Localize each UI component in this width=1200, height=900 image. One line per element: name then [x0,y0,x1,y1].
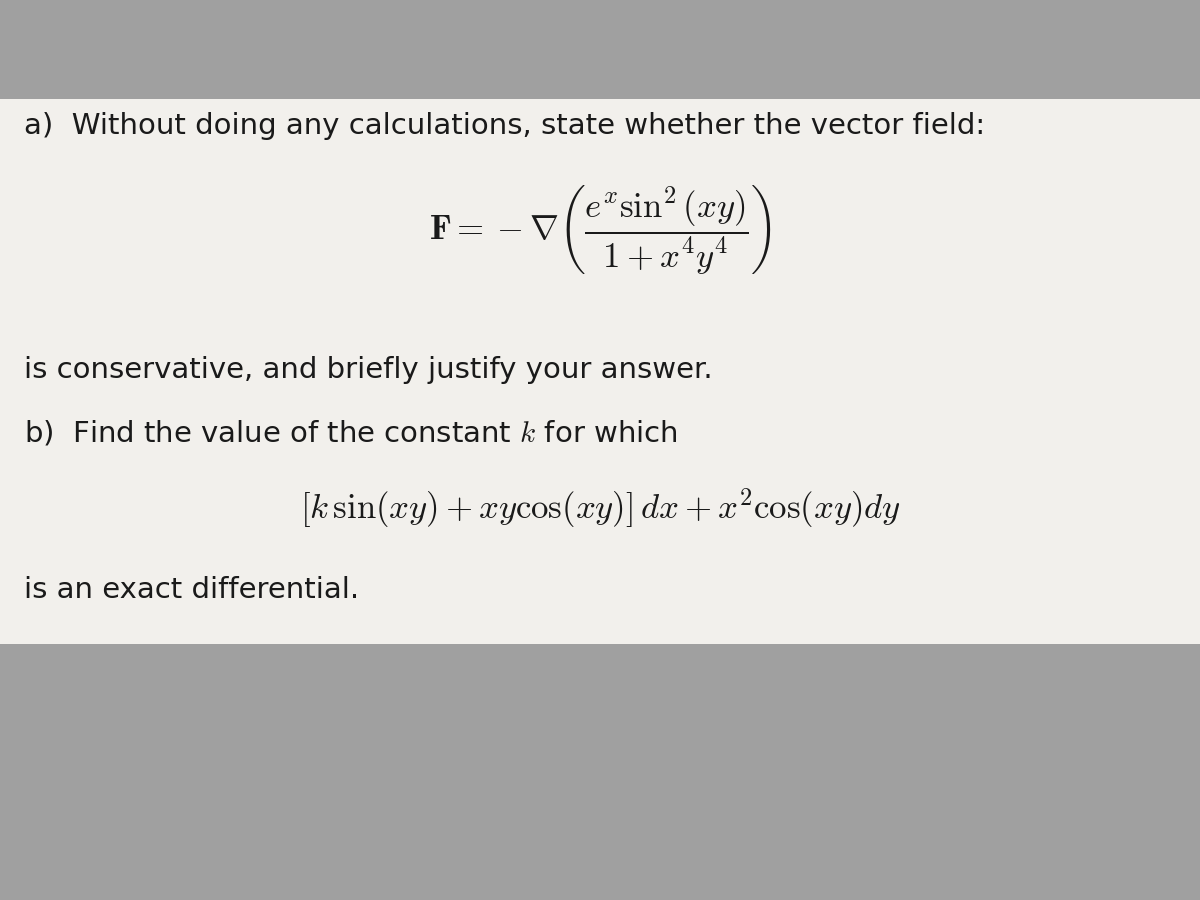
Text: $[k\,\sin(xy) + xy\cos(xy)]\,dx + x^2\cos(xy)dy$: $[k\,\sin(xy) + xy\cos(xy)]\,dx + x^2\co… [300,487,900,530]
Text: a)  Without doing any calculations, state whether the vector field:: a) Without doing any calculations, state… [24,112,985,140]
Text: is an exact differential.: is an exact differential. [24,576,359,604]
FancyBboxPatch shape [0,99,1200,644]
Text: b)  Find the value of the constant $k$ for which: b) Find the value of the constant $k$ fo… [24,418,678,447]
Text: $\mathbf{F} = -\nabla\left(\dfrac{e^x\sin^2(xy)}{1 + x^4y^4}\right)$: $\mathbf{F} = -\nabla\left(\dfrac{e^x\si… [428,183,772,276]
Text: is conservative, and briefly justify your answer.: is conservative, and briefly justify you… [24,356,713,383]
